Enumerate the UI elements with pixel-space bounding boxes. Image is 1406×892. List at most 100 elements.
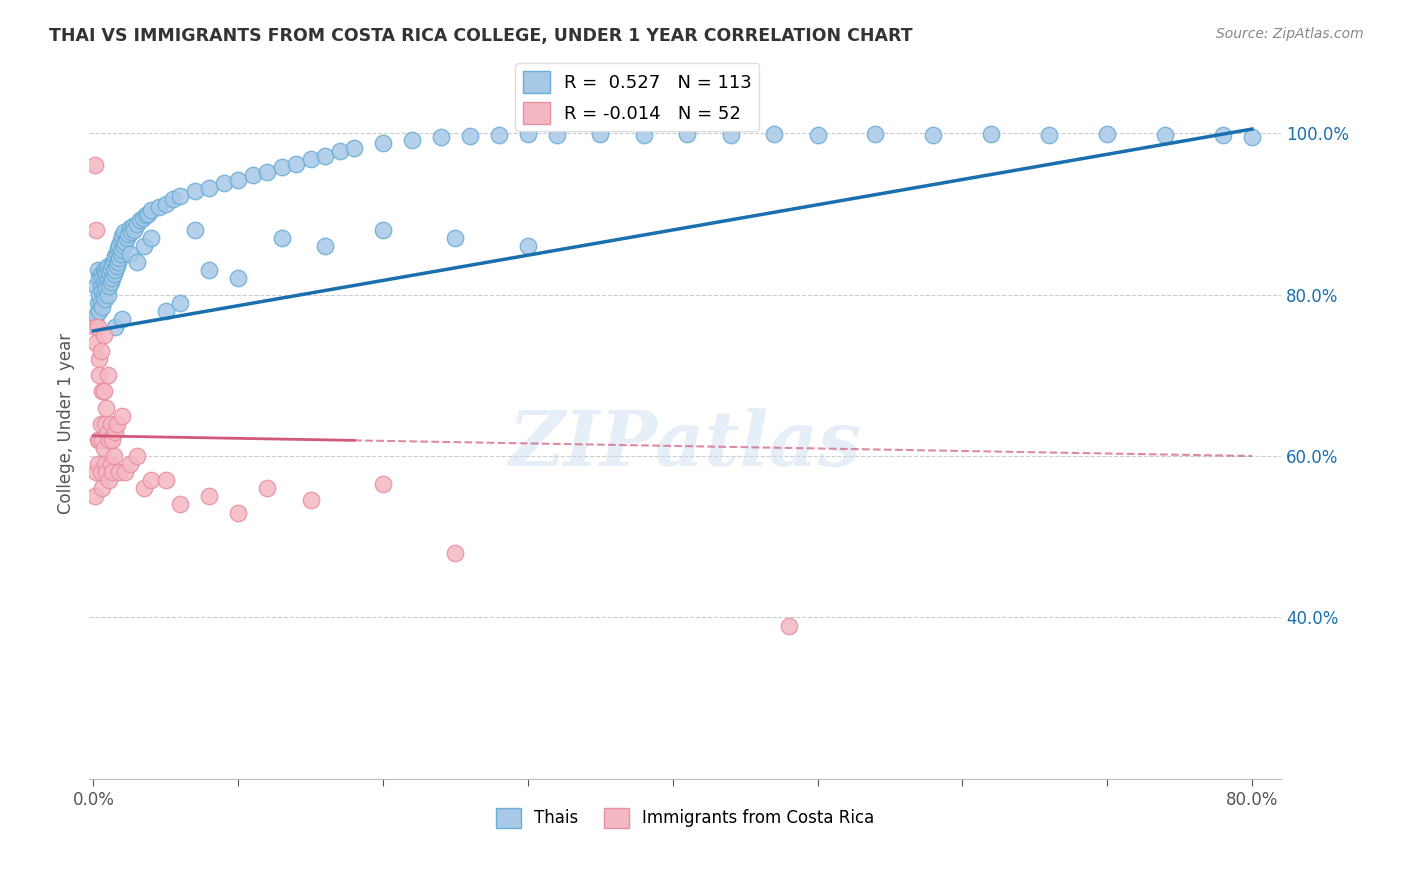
Point xyxy=(94,292,117,306)
Point xyxy=(93,384,115,399)
Point xyxy=(100,417,122,431)
Point xyxy=(148,200,170,214)
Point xyxy=(104,425,127,439)
Point xyxy=(103,449,125,463)
Point xyxy=(96,281,118,295)
Point xyxy=(93,276,115,290)
Point xyxy=(90,344,112,359)
Point xyxy=(111,243,134,257)
Point xyxy=(90,295,112,310)
Y-axis label: College, Under 1 year: College, Under 1 year xyxy=(58,333,75,515)
Point xyxy=(84,223,107,237)
Point xyxy=(97,260,120,274)
Point xyxy=(83,489,105,503)
Point xyxy=(105,417,128,431)
Text: Source: ZipAtlas.com: Source: ZipAtlas.com xyxy=(1216,27,1364,41)
Point xyxy=(108,465,131,479)
Point xyxy=(184,184,207,198)
Point xyxy=(90,417,112,431)
Point xyxy=(226,173,249,187)
Point xyxy=(91,433,114,447)
Point xyxy=(100,261,122,276)
Point xyxy=(91,300,114,314)
Point xyxy=(83,158,105,172)
Point xyxy=(138,207,160,221)
Point xyxy=(98,473,121,487)
Point xyxy=(83,319,105,334)
Point xyxy=(125,449,148,463)
Point xyxy=(101,433,124,447)
Point xyxy=(270,231,292,245)
Point xyxy=(401,132,423,146)
Point xyxy=(155,197,177,211)
Point xyxy=(125,217,148,231)
Point xyxy=(104,263,127,277)
Point xyxy=(94,277,117,292)
Legend: Thais, Immigrants from Costa Rica: Thais, Immigrants from Costa Rica xyxy=(489,801,880,835)
Point xyxy=(198,263,221,277)
Point xyxy=(778,618,800,632)
Point xyxy=(135,209,157,223)
Point xyxy=(89,303,111,318)
Text: ZIPatlas: ZIPatlas xyxy=(509,408,862,482)
Point xyxy=(1095,127,1118,141)
Point xyxy=(103,268,125,282)
Point xyxy=(314,149,336,163)
Point xyxy=(256,165,278,179)
Point xyxy=(87,319,110,334)
Point xyxy=(114,465,136,479)
Point xyxy=(488,128,510,142)
Point xyxy=(87,263,110,277)
Point xyxy=(108,251,131,265)
Point xyxy=(105,245,128,260)
Point xyxy=(516,127,538,141)
Point xyxy=(104,319,127,334)
Point xyxy=(83,311,105,326)
Point xyxy=(458,128,481,143)
Point xyxy=(117,227,139,241)
Point xyxy=(546,128,568,142)
Point xyxy=(90,465,112,479)
Point xyxy=(100,457,122,471)
Point xyxy=(97,368,120,383)
Point xyxy=(720,128,742,142)
Point xyxy=(806,128,828,142)
Point xyxy=(118,457,141,471)
Point xyxy=(84,308,107,322)
Point xyxy=(155,303,177,318)
Point xyxy=(90,268,112,282)
Point xyxy=(141,231,163,245)
Point xyxy=(516,239,538,253)
Point xyxy=(89,368,111,383)
Point xyxy=(93,327,115,342)
Point xyxy=(105,260,128,274)
Point xyxy=(141,202,163,217)
Point xyxy=(1212,128,1234,142)
Point xyxy=(87,433,110,447)
Point xyxy=(169,189,191,203)
Point xyxy=(430,130,453,145)
Point xyxy=(111,229,134,244)
Point xyxy=(100,276,122,290)
Point xyxy=(96,401,118,415)
Point xyxy=(371,223,394,237)
Point xyxy=(84,336,107,351)
Point xyxy=(169,498,191,512)
Point xyxy=(184,223,207,237)
Point xyxy=(633,128,655,142)
Point xyxy=(107,241,129,255)
Point xyxy=(107,255,129,269)
Point xyxy=(111,311,134,326)
Point xyxy=(132,481,155,495)
Point xyxy=(1240,130,1263,145)
Point xyxy=(1154,128,1177,142)
Point xyxy=(122,223,145,237)
Point xyxy=(104,249,127,263)
Point xyxy=(111,409,134,423)
Point xyxy=(89,287,111,301)
Point xyxy=(96,268,118,282)
Point xyxy=(329,144,352,158)
Point xyxy=(169,295,191,310)
Point xyxy=(101,465,124,479)
Point xyxy=(922,128,945,142)
